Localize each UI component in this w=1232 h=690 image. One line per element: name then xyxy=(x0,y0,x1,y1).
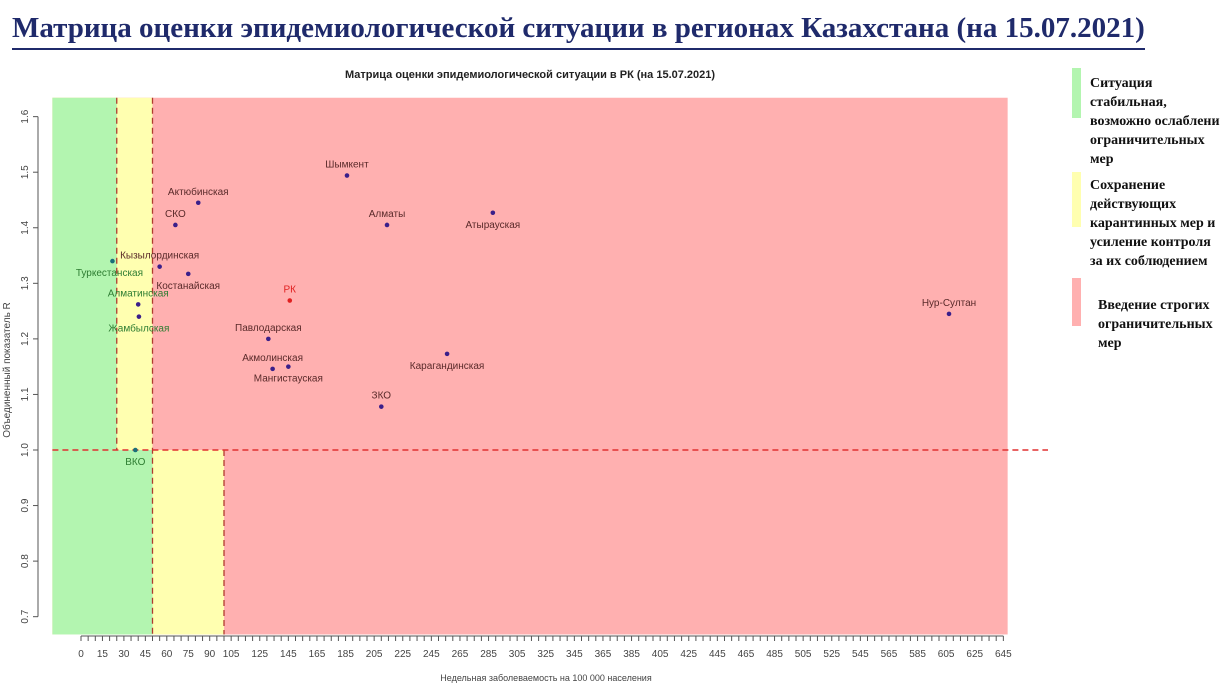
x-tick-label: 15 xyxy=(97,649,109,660)
point-label: Карагандинская xyxy=(410,361,485,372)
x-tick-label: 505 xyxy=(795,649,812,660)
y-tick-label: 1.3 xyxy=(20,276,31,290)
x-tick-label: 245 xyxy=(423,649,440,660)
legend-swatch xyxy=(1072,68,1081,118)
x-tick-label: 465 xyxy=(738,649,755,660)
x-tick-label: 625 xyxy=(966,649,983,660)
point-label: Акмолинская xyxy=(242,353,303,364)
y-tick-label: 1.2 xyxy=(20,331,31,345)
x-tick-label: 60 xyxy=(161,649,173,660)
data-point xyxy=(195,200,201,206)
x-tick-label: 105 xyxy=(223,649,240,660)
point-label: Алматинская xyxy=(108,288,169,299)
x-tick-label: 425 xyxy=(680,649,697,660)
point-label: Костанайская xyxy=(156,281,220,292)
point-label: Шымкент xyxy=(325,160,369,171)
data-point xyxy=(344,173,350,178)
x-tick-label: 0 xyxy=(78,649,84,660)
data-point xyxy=(266,336,271,342)
x-tick-label: 565 xyxy=(881,649,898,660)
x-tick-label: 385 xyxy=(623,649,640,660)
legend-label: Введение строгих ограничительных мер xyxy=(1098,298,1213,351)
data-point xyxy=(286,364,291,369)
point-label: Алматы xyxy=(369,209,406,220)
data-point xyxy=(173,222,178,228)
page-title: Матрица оценки эпидемиологической ситуац… xyxy=(12,8,1145,50)
data-point xyxy=(444,351,450,357)
x-tick-label: 75 xyxy=(183,649,195,660)
y-tick-label: 0.9 xyxy=(20,498,31,512)
x-tick-label: 605 xyxy=(938,649,955,660)
point-label: Атырауская xyxy=(465,220,520,231)
x-tick-label: 365 xyxy=(595,649,612,660)
legend-label: Сохранение действующих карантинных мер и… xyxy=(1090,178,1216,269)
point-label: Жамбылская xyxy=(108,323,169,335)
x-axis-label: Недельная заболеваемость на 100 000 насе… xyxy=(440,673,652,683)
y-tick-label: 1.4 xyxy=(20,220,31,234)
x-tick-label: 485 xyxy=(766,649,783,660)
x-tick-label: 345 xyxy=(566,649,583,660)
x-tick-label: 325 xyxy=(537,649,554,660)
x-tick-label: 545 xyxy=(852,649,869,660)
x-tick-label: 265 xyxy=(452,649,469,660)
zone-green-lower xyxy=(52,450,153,635)
x-tick-label: 405 xyxy=(652,649,669,660)
x-tick-label: 30 xyxy=(118,649,130,660)
x-tick-label: 525 xyxy=(823,649,840,660)
data-point xyxy=(133,447,138,453)
x-tick-label: 90 xyxy=(204,649,216,660)
x-tick-label: 585 xyxy=(909,649,926,660)
x-tick-label: 185 xyxy=(337,649,354,660)
point-label: Нур-Султан xyxy=(922,298,976,309)
data-point xyxy=(110,258,115,264)
x-tick-label: 225 xyxy=(394,649,411,660)
zone-red-upper xyxy=(52,97,1008,450)
x-tick-label: 145 xyxy=(280,649,297,660)
y-axis-label: Объединенный показатель R xyxy=(1,302,13,438)
point-label: Туркестанская xyxy=(76,268,143,279)
data-point xyxy=(157,264,162,269)
point-label: Кызылординская xyxy=(120,251,199,262)
data-point xyxy=(379,404,384,409)
data-point xyxy=(384,222,390,228)
y-tick-label: 1.6 xyxy=(20,109,31,123)
data-point xyxy=(136,314,142,319)
legend-swatch xyxy=(1072,278,1081,326)
y-tick-label: 0.8 xyxy=(20,554,31,568)
point-label: СКО xyxy=(165,209,186,220)
y-tick-label: 0.7 xyxy=(20,609,31,623)
x-tick-label: 205 xyxy=(366,649,383,660)
point-label: Мангистауская xyxy=(254,374,323,385)
point-label: Актюбинская xyxy=(168,186,229,198)
data-point xyxy=(490,210,496,216)
point-label: Павлодарская xyxy=(235,323,302,334)
zone-green-upper xyxy=(52,97,117,450)
x-tick-label: 645 xyxy=(995,649,1012,660)
y-tick-label: 1.5 xyxy=(20,165,31,179)
point-label: ЗКО xyxy=(372,391,392,402)
point-label: РК xyxy=(284,285,297,296)
legend-label: Ситуация стабильная, возможно ослаблени … xyxy=(1090,76,1220,167)
x-tick-label: 165 xyxy=(309,649,326,660)
data-point xyxy=(270,366,275,372)
data-point xyxy=(185,271,191,277)
data-point xyxy=(135,302,141,307)
x-tick-label: 305 xyxy=(509,649,526,660)
point-label: ВКО xyxy=(125,457,145,468)
x-tick-label: 445 xyxy=(709,649,726,660)
data-point xyxy=(946,311,952,317)
y-tick-label: 1.1 xyxy=(20,387,31,401)
x-tick-label: 45 xyxy=(140,649,152,660)
chart-title: Матрица оценки эпидемиологической ситуац… xyxy=(345,69,715,81)
data-point xyxy=(287,298,293,303)
x-tick-label: 125 xyxy=(251,649,268,660)
y-tick-label: 1.0 xyxy=(20,443,31,457)
legend-swatch xyxy=(1072,172,1081,227)
x-tick-label: 285 xyxy=(480,649,497,660)
